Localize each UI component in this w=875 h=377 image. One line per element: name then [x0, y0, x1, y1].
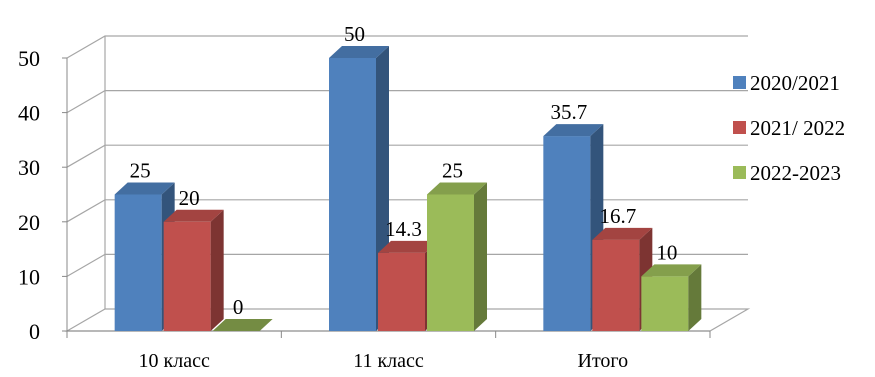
bar-front: [163, 221, 211, 331]
bar-top: [114, 182, 175, 195]
bar-top: [543, 124, 604, 137]
gridline: [66, 144, 748, 168]
bar-front: [114, 194, 162, 331]
data-label: 25: [442, 159, 463, 183]
bar-top: [163, 209, 224, 222]
data-labels: 25 20 0 50 14.3 25 35.7 16.7 10: [130, 22, 678, 319]
bar-top: [592, 227, 653, 240]
bar-front: [641, 276, 689, 331]
bars: [114, 46, 702, 331]
x-category-label: 11 класс: [353, 350, 424, 372]
legend-swatch: [733, 76, 746, 89]
bar-front: [378, 252, 425, 331]
bar: [212, 319, 273, 331]
bar: [329, 46, 389, 331]
data-label: 14.3: [385, 217, 422, 241]
x-category-label: 10 класс: [139, 350, 210, 372]
x-axis-ticks: 10 класс 11 класс Итого: [139, 350, 629, 372]
y-tick-label: 40: [18, 101, 40, 126]
bar: [427, 182, 487, 331]
y-tick-label: 30: [18, 155, 40, 180]
bar-front: [427, 194, 474, 331]
y-tick-label: 20: [18, 210, 40, 235]
legend-label: 2022-2023: [750, 161, 841, 185]
legend-swatch: [733, 121, 746, 134]
bar-side: [688, 264, 702, 331]
gridline: [66, 199, 748, 223]
x-category-label: Итого: [578, 350, 629, 372]
gridline: [66, 253, 748, 277]
bar-front: [329, 58, 376, 331]
bar: [163, 209, 224, 331]
gridlines: [66, 35, 748, 277]
data-label: 20: [179, 186, 200, 210]
y-tick-label: 10: [18, 264, 40, 289]
bar-front: [543, 136, 591, 331]
bar-top: [427, 182, 487, 195]
data-label: 25: [130, 159, 151, 183]
legend-label: 2020/2021: [750, 71, 840, 95]
legend-swatch: [733, 166, 746, 179]
bar: [641, 264, 702, 331]
legend-label: 2021/ 2022: [750, 116, 845, 140]
data-label: 35.7: [550, 100, 587, 124]
data-label: 0: [233, 295, 244, 319]
bar-top: [212, 319, 273, 331]
bar-top: [641, 264, 702, 277]
bar-top: [378, 240, 438, 253]
bar-side: [474, 182, 487, 331]
y-tick-label: 50: [18, 46, 40, 71]
data-label: 10: [656, 240, 677, 264]
y-axis-ticks: 0 10 20 30 40 50: [18, 46, 40, 344]
bar-side: [210, 209, 224, 331]
gridline: [66, 35, 748, 59]
data-label: 16.7: [599, 204, 636, 228]
bar-top: [329, 46, 389, 58]
data-label: 50: [344, 22, 365, 46]
gridline: [66, 90, 748, 114]
bar-front: [592, 239, 640, 331]
legend: 2020/2021 2021/ 2022 2022-2023: [733, 71, 845, 185]
y-tick-label: 0: [29, 319, 40, 344]
